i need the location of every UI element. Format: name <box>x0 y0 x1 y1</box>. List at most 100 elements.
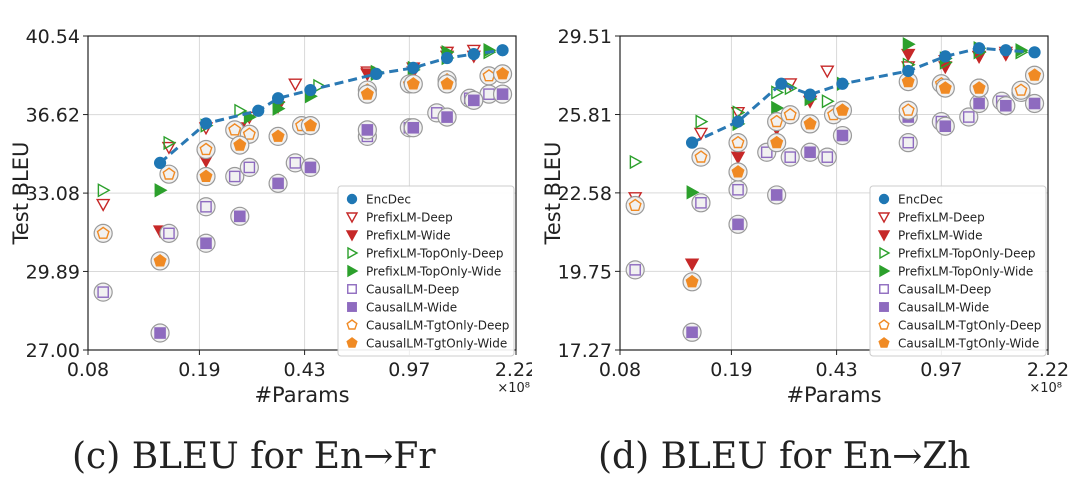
legend-label-prefixlm-toponly-wide-d: PrefixLM-TopOnly-Wide <box>898 265 1033 279</box>
legend-label-causallm-wide-d: CausalLM-Wide <box>898 301 989 315</box>
point-encdec-d-9 <box>1028 46 1041 59</box>
point-prefixlm-deep-c-4 <box>288 78 303 92</box>
point-causallm-deep-d-2 <box>732 183 744 196</box>
y-tick-label-c-0: 27.00 <box>26 340 80 362</box>
halo-causallm-tgtonly-deep-c-0 <box>93 223 113 243</box>
halo-causallm-tgtonly-deep-d-9 <box>1011 80 1031 100</box>
halo-causallm-deep-d-2 <box>728 180 748 200</box>
point-prefixlm-toponly-wide-c-3 <box>272 101 286 116</box>
point-causallm-tgtonly-wide-c-6 <box>406 77 420 90</box>
point-causallm-tgtonly-wide-c-1 <box>199 169 213 183</box>
legend-label-encdec-c: EncDec <box>366 193 411 207</box>
point-causallm-deep-c-3 <box>228 170 241 183</box>
point-causallm-tgtonly-wide-d-1 <box>731 165 745 178</box>
legend-marker-prefixlm-toponly-deep-d <box>879 246 891 260</box>
series-encdec-c <box>153 44 509 169</box>
point-causallm-wide-d-0 <box>686 326 698 339</box>
point-causallm-tgtonly-deep-c-2 <box>199 142 213 156</box>
legend-c: EncDec PrefixLM-Deep PrefixLM-Wide PrefixLM… <box>337 185 515 357</box>
point-causallm-tgtonly-wide-d-3 <box>803 117 817 130</box>
point-causallm-wide-d-3 <box>804 146 816 159</box>
x-tick-label-c-4: 2.22 <box>495 359 532 381</box>
legend-marker-causallm-deep-c <box>347 284 357 294</box>
halo-causallm-deep-c-4 <box>239 157 259 177</box>
point-causallm-tgtonly-deep-d-3 <box>770 114 784 128</box>
point-causallm-deep-c-5 <box>289 157 302 169</box>
series-causallm-tgtonly-wide-c <box>150 64 513 271</box>
legend-marker-causallm-tgtonly-wide-d <box>878 337 890 348</box>
legend-label-causallm-deep-d: CausalLM-Deep <box>898 283 991 297</box>
legend-label-prefixlm-wide-d: PrefixLM-Wide <box>898 229 983 243</box>
x-axis-label-d: #Params <box>786 383 881 407</box>
point-causallm-wide-d-9 <box>1028 97 1041 110</box>
point-prefixlm-toponly-deep-c-0 <box>97 183 111 198</box>
point-prefixlm-deep-d-4 <box>820 65 835 79</box>
point-prefixlm-wide-d-1 <box>730 151 746 165</box>
point-prefixlm-toponly-wide-d-2 <box>771 100 785 116</box>
halo-causallm-tgtonly-deep-d-2 <box>728 133 748 153</box>
point-causallm-wide-d-1 <box>732 218 744 231</box>
legend-label-causallm-tgtonly-deep-d: CausalLM-TgtOnly-Deep <box>898 319 1041 333</box>
y-tick-label-d-0: 17.27 <box>558 340 612 362</box>
point-causallm-wide-c-5 <box>361 124 374 136</box>
point-encdec-d-4 <box>836 77 849 90</box>
legend-d: EncDec PrefixLM-Deep PrefixLM-Wide PrefixLM… <box>869 185 1047 357</box>
point-encdec-d-6 <box>939 50 952 63</box>
point-causallm-tgtonly-wide-c-5 <box>360 87 374 100</box>
point-causallm-tgtonly-deep-d-9 <box>1014 83 1028 96</box>
point-causallm-tgtonly-deep-c-0 <box>96 226 110 239</box>
series-encdec-d <box>685 42 1041 149</box>
y-tick-label-d-2: 22.58 <box>558 183 612 205</box>
y-axis-label-d: Test BLEU <box>541 142 565 246</box>
legend-label-prefixlm-toponly-wide-c: PrefixLM-TopOnly-Wide <box>366 265 501 279</box>
halo-causallm-deep-d-6 <box>898 133 918 153</box>
x-tick-label-d-2: 0.43 <box>815 359 857 381</box>
point-causallm-tgtonly-wide-c-8 <box>496 67 510 80</box>
point-prefixlm-toponly-deep-c-3 <box>234 103 248 118</box>
point-causallm-tgtonly-wide-d-2 <box>770 135 784 149</box>
y-axis-label-c: Test BLEU <box>9 142 33 246</box>
point-causallm-wide-c-2 <box>233 210 246 223</box>
point-encdec-c-9 <box>496 44 509 57</box>
point-causallm-deep-d-1 <box>695 197 707 209</box>
point-causallm-deep-c-2 <box>200 200 212 213</box>
point-causallm-deep-d-4 <box>784 151 797 163</box>
point-encdec-d-5 <box>902 64 915 78</box>
point-causallm-deep-d-6 <box>902 136 915 149</box>
point-causallm-wide-c-0 <box>154 327 166 339</box>
legend-marker-prefixlm-wide-c <box>345 230 359 242</box>
point-encdec-d-2 <box>775 77 788 90</box>
halo-causallm-tgtonly-deep-d-6 <box>898 100 918 120</box>
point-causallm-tgtonly-deep-d-4 <box>783 107 797 121</box>
point-causallm-tgtonly-deep-d-0 <box>628 198 642 212</box>
legend-label-prefixlm-toponly-deep-c: PrefixLM-TopOnly-Deep <box>366 247 503 261</box>
halo-causallm-tgtonly-deep-c-2 <box>196 139 216 160</box>
x-tick-label-d-3: 0.97 <box>920 359 962 381</box>
legend-label-causallm-tgtonly-wide-c: CausalLM-TgtOnly-Wide <box>366 337 507 351</box>
point-causallm-deep-d-5 <box>821 151 834 163</box>
y-tick-label-d-4: 29.51 <box>558 26 612 48</box>
point-causallm-wide-d-7 <box>973 97 985 110</box>
point-prefixlm-toponly-deep-d-0 <box>629 154 643 170</box>
point-causallm-tgtonly-wide-d-4 <box>835 103 850 116</box>
point-causallm-wide-c-6 <box>407 121 420 134</box>
point-causallm-tgtonly-wide-d-0 <box>685 274 699 288</box>
x-tick-label-c-2: 0.43 <box>283 359 325 381</box>
x-tick-label-c-1: 0.19 <box>178 359 220 381</box>
legend-marker-causallm-tgtonly-wide-c <box>346 337 358 348</box>
x-multiplier-c: ×10⁸ <box>497 381 530 396</box>
point-causallm-deep-c-4 <box>243 161 256 174</box>
series-prefixlm-toponly-deep-d <box>629 45 1029 170</box>
point-causallm-tgtonly-wide-d-5 <box>901 74 915 88</box>
series-causallm-tgtonly-wide-d <box>682 65 1045 292</box>
point-causallm-tgtonly-wide-d-6 <box>938 81 952 94</box>
point-causallm-tgtonly-wide-d-8 <box>1028 68 1042 81</box>
y-tick-label-d-3: 25.81 <box>558 105 612 127</box>
legend-marker-causallm-wide-d <box>879 302 889 312</box>
chart-c-svg: 0.08 0.19 0.43 0.97 2.22 27.00 29.89 33.08 36.62… <box>9 26 537 407</box>
point-prefixlm-toponly-wide-c-0 <box>154 183 168 198</box>
legend-label-prefixlm-deep-c: PrefixLM-Deep <box>366 211 453 225</box>
point-encdec-c-2 <box>252 104 265 117</box>
point-prefixlm-toponly-deep-d-3 <box>771 85 785 100</box>
point-encdec-d-1 <box>731 115 745 128</box>
